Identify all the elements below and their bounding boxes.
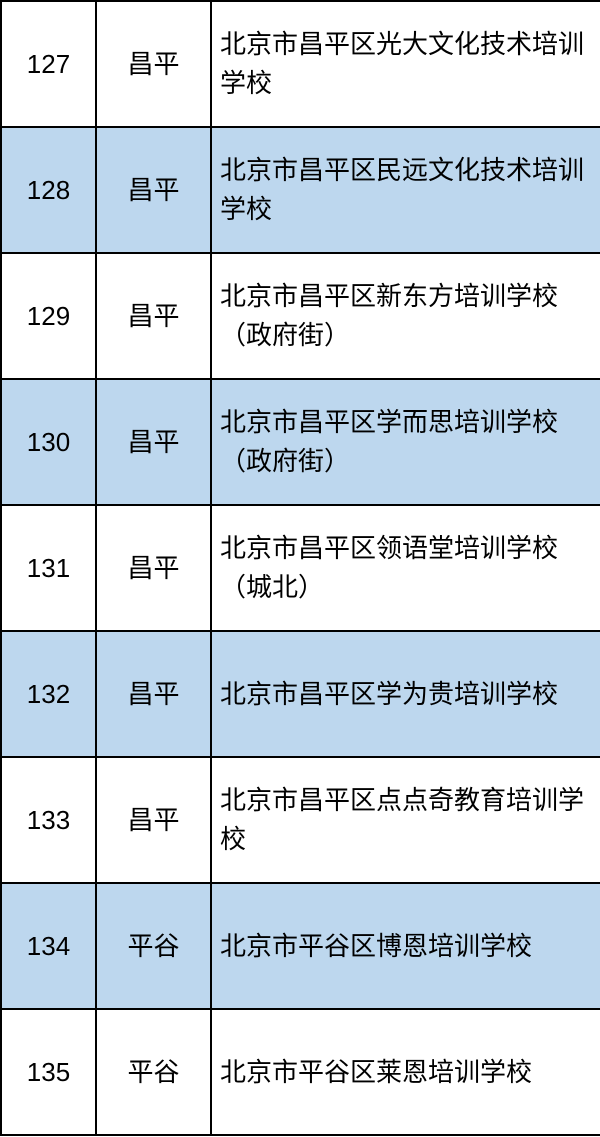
cell-district: 平谷 [96, 883, 211, 1009]
cell-number: 131 [1, 505, 96, 631]
cell-number: 132 [1, 631, 96, 757]
table-row: 130 昌平 北京市昌平区学而思培训学校（政府街） [1, 379, 600, 505]
cell-number: 129 [1, 253, 96, 379]
table-row: 135 平谷 北京市平谷区莱恩培训学校 [1, 1009, 600, 1135]
cell-school-name: 北京市平谷区博恩培训学校 [211, 883, 600, 1009]
schools-table: 127 昌平 北京市昌平区光大文化技术培训学校 128 昌平 北京市昌平区民远文… [0, 0, 600, 1136]
cell-district: 昌平 [96, 631, 211, 757]
cell-school-name: 北京市昌平区新东方培训学校（政府街） [211, 253, 600, 379]
table-row: 133 昌平 北京市昌平区点点奇教育培训学校 [1, 757, 600, 883]
table-row: 129 昌平 北京市昌平区新东方培训学校（政府街） [1, 253, 600, 379]
cell-school-name: 北京市昌平区光大文化技术培训学校 [211, 1, 600, 127]
cell-number: 127 [1, 1, 96, 127]
cell-school-name: 北京市昌平区学为贵培训学校 [211, 631, 600, 757]
cell-number: 133 [1, 757, 96, 883]
table-row: 128 昌平 北京市昌平区民远文化技术培训学校 [1, 127, 600, 253]
cell-district: 昌平 [96, 379, 211, 505]
cell-school-name: 北京市昌平区领语堂培训学校（城北） [211, 505, 600, 631]
cell-district: 昌平 [96, 127, 211, 253]
cell-number: 134 [1, 883, 96, 1009]
cell-number: 135 [1, 1009, 96, 1135]
cell-number: 130 [1, 379, 96, 505]
cell-district: 昌平 [96, 505, 211, 631]
cell-district: 昌平 [96, 253, 211, 379]
cell-school-name: 北京市昌平区点点奇教育培训学校 [211, 757, 600, 883]
cell-school-name: 北京市昌平区民远文化技术培训学校 [211, 127, 600, 253]
schools-table-container: 127 昌平 北京市昌平区光大文化技术培训学校 128 昌平 北京市昌平区民远文… [0, 0, 600, 1136]
cell-district: 昌平 [96, 1, 211, 127]
cell-school-name: 北京市昌平区学而思培训学校（政府街） [211, 379, 600, 505]
cell-district: 平谷 [96, 1009, 211, 1135]
table-row: 127 昌平 北京市昌平区光大文化技术培训学校 [1, 1, 600, 127]
table-row: 132 昌平 北京市昌平区学为贵培训学校 [1, 631, 600, 757]
cell-number: 128 [1, 127, 96, 253]
table-body: 127 昌平 北京市昌平区光大文化技术培训学校 128 昌平 北京市昌平区民远文… [1, 1, 600, 1135]
cell-school-name: 北京市平谷区莱恩培训学校 [211, 1009, 600, 1135]
cell-district: 昌平 [96, 757, 211, 883]
table-row: 134 平谷 北京市平谷区博恩培训学校 [1, 883, 600, 1009]
table-row: 131 昌平 北京市昌平区领语堂培训学校（城北） [1, 505, 600, 631]
